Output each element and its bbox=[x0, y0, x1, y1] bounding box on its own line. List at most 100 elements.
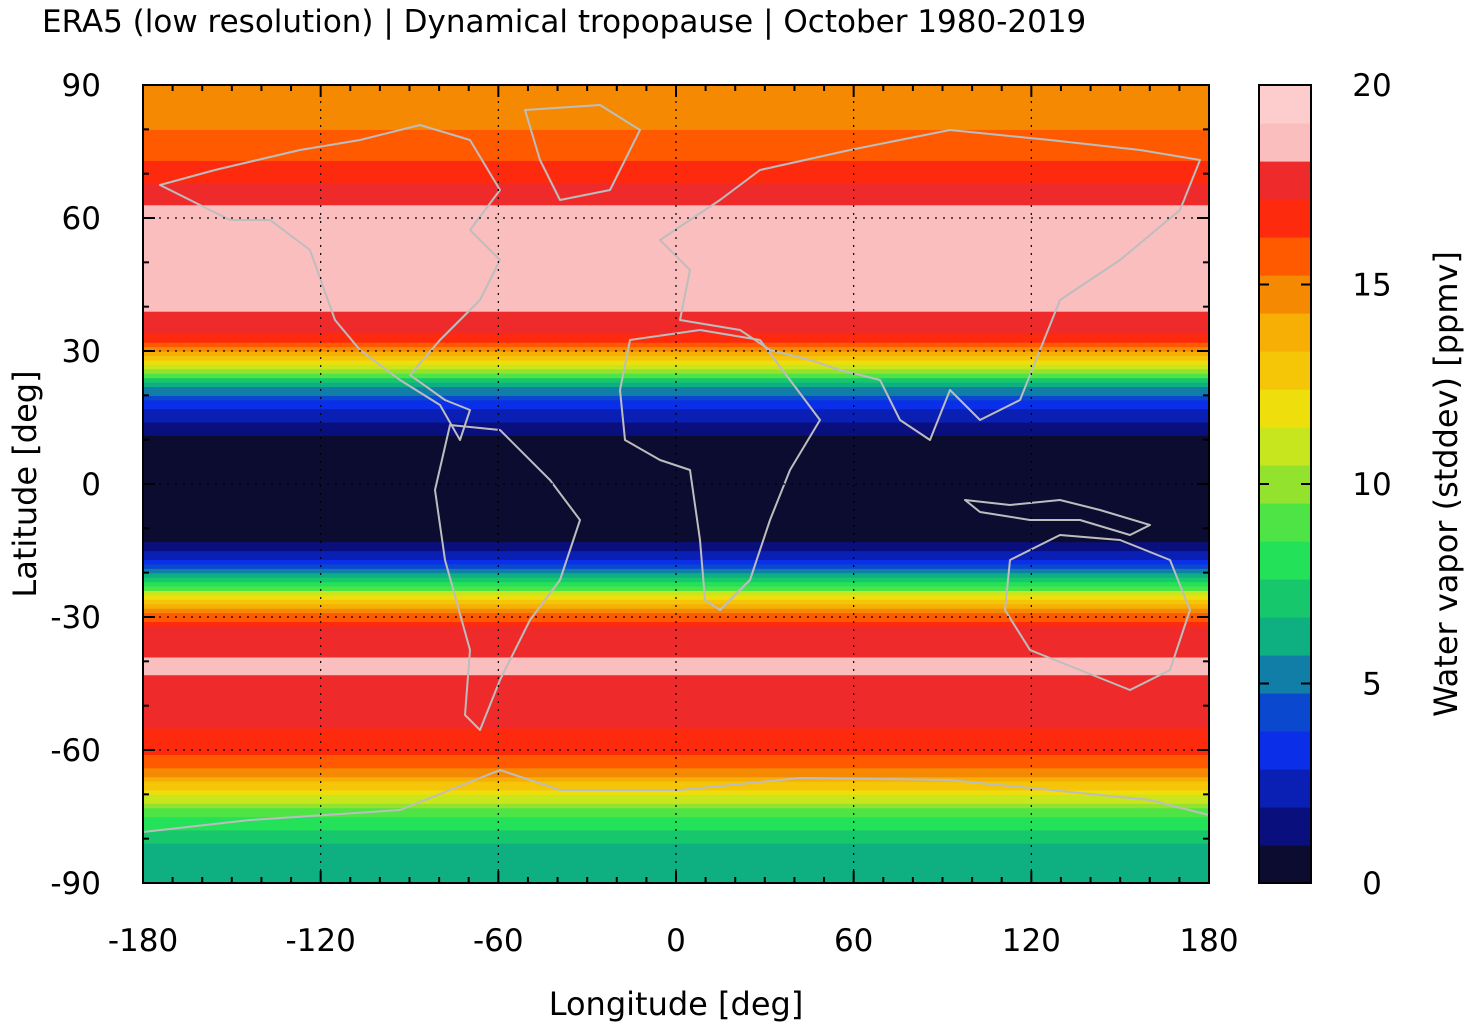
latitude-band bbox=[143, 191, 1209, 197]
y-tick-label: 0 bbox=[81, 467, 101, 503]
latitude-band bbox=[143, 532, 1209, 538]
latitude-bands bbox=[143, 85, 1209, 883]
x-tick-label: 180 bbox=[1179, 923, 1238, 959]
latitude-band bbox=[143, 577, 1209, 583]
latitude-band bbox=[143, 284, 1209, 290]
latitude-band bbox=[143, 129, 1209, 135]
latitude-band bbox=[143, 572, 1209, 578]
latitude-band bbox=[143, 816, 1209, 822]
latitude-band bbox=[143, 244, 1209, 250]
latitude-band bbox=[143, 200, 1209, 206]
colorbar-tick-label: 10 bbox=[1352, 467, 1391, 503]
latitude-band bbox=[143, 781, 1209, 787]
coastline-indonesia bbox=[964, 499, 1151, 536]
colorbar-bin bbox=[1259, 769, 1311, 808]
latitude-band bbox=[143, 825, 1209, 831]
colorbar-bin bbox=[1259, 275, 1311, 314]
coastline-australia bbox=[1004, 534, 1191, 691]
colorbar-bin bbox=[1259, 617, 1311, 656]
latitude-band bbox=[143, 382, 1209, 388]
colorbar-bin bbox=[1259, 427, 1311, 466]
latitude-band bbox=[143, 581, 1209, 587]
x-tick-label: 0 bbox=[666, 923, 686, 959]
latitude-band bbox=[143, 798, 1209, 804]
x-tick-label: -120 bbox=[285, 923, 355, 959]
colorbar-bin bbox=[1259, 313, 1311, 352]
colorbar-tick-label: 0 bbox=[1362, 866, 1382, 902]
latitude-band bbox=[143, 820, 1209, 826]
latitude-band bbox=[143, 860, 1209, 866]
latitude-band bbox=[143, 151, 1209, 157]
latitude-band bbox=[143, 807, 1209, 813]
latitude-band bbox=[143, 342, 1209, 348]
latitude-band bbox=[143, 448, 1209, 454]
latitude-band bbox=[143, 164, 1209, 170]
latitude-band bbox=[143, 319, 1209, 325]
latitude-band bbox=[143, 351, 1209, 357]
latitude-band bbox=[143, 417, 1209, 423]
latitude-band bbox=[143, 665, 1209, 671]
latitude-band bbox=[143, 271, 1209, 277]
latitude-band bbox=[143, 257, 1209, 263]
coastline-eurasia bbox=[659, 129, 1201, 441]
latitude-band bbox=[143, 506, 1209, 512]
latitude-band bbox=[143, 98, 1209, 104]
latitude-band bbox=[143, 625, 1209, 631]
latitude-band bbox=[143, 541, 1209, 547]
latitude-band bbox=[143, 457, 1209, 463]
latitude-band bbox=[143, 789, 1209, 795]
latitude-band bbox=[143, 528, 1209, 534]
latitude-band bbox=[143, 302, 1209, 308]
latitude-band bbox=[143, 173, 1209, 179]
colorbar-bin bbox=[1259, 161, 1311, 200]
latitude-band bbox=[143, 337, 1209, 343]
colorbar-bin bbox=[1259, 351, 1311, 390]
latitude-band bbox=[143, 178, 1209, 184]
latitude-band bbox=[143, 670, 1209, 676]
latitude-band bbox=[143, 834, 1209, 840]
latitude-band bbox=[143, 510, 1209, 516]
colorbar-tick-label: 20 bbox=[1352, 68, 1391, 104]
latitude-band bbox=[143, 550, 1209, 556]
grid-lines bbox=[143, 85, 1209, 883]
latitude-band bbox=[143, 293, 1209, 299]
latitude-band bbox=[143, 359, 1209, 365]
latitude-band bbox=[143, 368, 1209, 374]
latitude-band bbox=[143, 373, 1209, 379]
latitude-band bbox=[143, 430, 1209, 436]
latitude-band bbox=[143, 497, 1209, 503]
latitude-band bbox=[143, 847, 1209, 853]
latitude-band bbox=[143, 794, 1209, 800]
latitude-band bbox=[143, 488, 1209, 494]
y-tick-labels: -90 -60 -30 0 30 60 90 bbox=[50, 68, 101, 902]
latitude-band bbox=[143, 408, 1209, 414]
latitude-band bbox=[143, 390, 1209, 396]
latitude-band bbox=[143, 705, 1209, 711]
latitude-band bbox=[143, 656, 1209, 662]
y-axis-label: Latitude [deg] bbox=[6, 370, 44, 597]
latitude-band bbox=[143, 696, 1209, 702]
latitude-band bbox=[143, 687, 1209, 693]
x-tick-labels: -180 -120 -60 0 60 120 180 bbox=[108, 923, 1239, 959]
coastline-north-america bbox=[159, 124, 501, 441]
latitude-band bbox=[143, 111, 1209, 117]
chart-title: ERA5 (low resolution) | Dynamical tropop… bbox=[42, 4, 1086, 40]
latitude-band bbox=[143, 745, 1209, 751]
latitude-band bbox=[143, 559, 1209, 565]
latitude-band bbox=[143, 328, 1209, 334]
colorbar-ticks bbox=[1259, 84, 1311, 884]
x-tick-label: 60 bbox=[834, 923, 873, 959]
latitude-band bbox=[143, 311, 1209, 317]
latitude-band bbox=[143, 838, 1209, 844]
latitude-band bbox=[143, 599, 1209, 605]
latitude-band bbox=[143, 133, 1209, 139]
latitude-band bbox=[143, 209, 1209, 215]
colorbar-bin bbox=[1259, 123, 1311, 162]
x-axis-label: Longitude [deg] bbox=[549, 985, 804, 1023]
latitude-band bbox=[143, 222, 1209, 228]
latitude-band bbox=[143, 865, 1209, 871]
latitude-band bbox=[143, 124, 1209, 130]
colorbar: 0 5 10 15 20 Water vapor (stddev) [ppmv] bbox=[1258, 68, 1465, 902]
colorbar-bin bbox=[1259, 237, 1311, 276]
y-tick-label: -90 bbox=[50, 866, 101, 902]
